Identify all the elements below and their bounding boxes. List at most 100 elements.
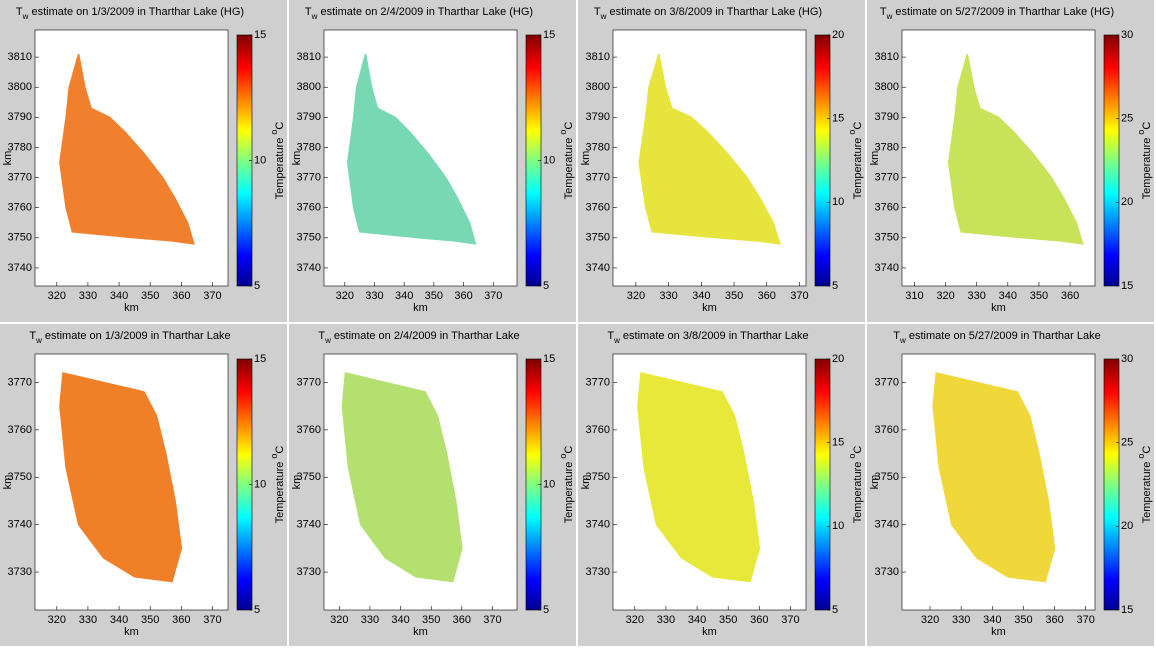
y-axis-label: km xyxy=(291,151,303,166)
x-tick-label: 340 xyxy=(688,614,706,626)
x-tick-label: 320 xyxy=(626,614,644,626)
colorbar-tick-label: 20 xyxy=(1121,196,1133,208)
colorbar-tick-label: 10 xyxy=(543,478,555,490)
title-part: estimate on 1/3/2009 in Tharthar Lake (H… xyxy=(28,6,244,18)
x-tick-label: 360 xyxy=(1061,290,1079,302)
y-tick-label: 3810 xyxy=(586,51,610,63)
x-tick-label: 350 xyxy=(422,614,440,626)
panel: 320 330 340 350 360 370 3740 3750 3760 3770 3780 37… xyxy=(289,0,576,322)
colorbar-tick-label: 25 xyxy=(1121,437,1133,449)
y-axis-label: km xyxy=(291,475,303,490)
colorbar-label-part: C xyxy=(563,122,575,130)
lake xyxy=(341,372,463,583)
panel: 320 330 340 350 360 370 3730 3740 3750 3760 3770 km… xyxy=(289,324,576,646)
panel: 320 330 340 350 360 370 3730 3740 3750 3760 3770 km… xyxy=(867,324,1154,646)
title-part: estimate on 3/8/2009 in Tharthar Lake (H… xyxy=(606,6,822,18)
chart-title: Tw estimate on 2/4/2009 in Tharthar Lake xyxy=(318,330,519,345)
title-part: T xyxy=(880,6,887,18)
x-axis-label: km xyxy=(413,626,428,638)
x-tick-label: 340 xyxy=(692,290,710,302)
y-tick-label: 3770 xyxy=(8,171,32,183)
x-tick-label: 330 xyxy=(952,614,970,626)
y-tick-label: 3780 xyxy=(586,141,610,153)
colorbar-label-part: C xyxy=(852,446,864,454)
colorbar-tick-label: 15 xyxy=(254,353,266,365)
colorbar-label-part: Temperature xyxy=(274,135,286,200)
x-tick-label: 320 xyxy=(921,614,939,626)
y-tick-label: 3760 xyxy=(586,202,610,214)
x-tick-label: 320 xyxy=(48,614,66,626)
colorbar-tick-label: 25 xyxy=(1121,113,1133,125)
y-tick-label: 3770 xyxy=(875,171,899,183)
colorbar-tick-label: 10 xyxy=(254,154,266,166)
colorbar-label-part: o xyxy=(558,454,568,459)
x-tick-label: 330 xyxy=(657,614,675,626)
y-tick-label: 3800 xyxy=(297,81,321,93)
colorbar-tick-label: 15 xyxy=(254,29,266,41)
y-tick-label: 3770 xyxy=(297,376,321,388)
y-tick-label: 3750 xyxy=(586,232,610,244)
title-part: w xyxy=(35,336,42,345)
colorbar-label-part: Temperature xyxy=(274,459,286,524)
colorbar-label-part: o xyxy=(269,130,279,135)
x-tick-label: 350 xyxy=(141,614,159,626)
chart-title: Tw estimate on 2/4/2009 in Tharthar Lake… xyxy=(305,6,533,21)
y-tick-label: 3730 xyxy=(586,566,610,578)
x-tick-label: 320 xyxy=(336,290,354,302)
x-tick-label: 340 xyxy=(110,614,128,626)
colorbar-label-part: o xyxy=(847,130,857,135)
colorbar-tick-label: 10 xyxy=(543,154,555,166)
colorbar-tick-label: 20 xyxy=(1121,520,1133,532)
y-axis-label: km xyxy=(2,475,14,490)
y-tick-label: 3760 xyxy=(586,424,610,436)
lake xyxy=(59,372,183,583)
y-tick-label: 3780 xyxy=(297,141,321,153)
lake xyxy=(59,53,195,245)
x-tick-label: 320 xyxy=(627,290,645,302)
x-tick-label: 350 xyxy=(1014,614,1032,626)
title-part: T xyxy=(29,330,36,342)
title-part: estimate on 5/27/2009 in Tharthar Lake (… xyxy=(892,6,1114,18)
title-part: w xyxy=(22,12,29,21)
colorbar-tick-label: 15 xyxy=(832,113,844,125)
title-part: w xyxy=(311,12,318,21)
colorbar-tick-label: 5 xyxy=(254,280,260,292)
colorbar-label: Temperature oC xyxy=(558,446,575,524)
title-part: estimate on 2/4/2009 in Tharthar Lake (H… xyxy=(317,6,533,18)
y-tick-label: 3790 xyxy=(297,111,321,123)
x-tick-label: 340 xyxy=(391,614,409,626)
chart-title: Tw estimate on 5/27/2009 in Tharthar Lak… xyxy=(880,6,1114,21)
colorbar-label-part: Temperature xyxy=(563,135,575,200)
y-axis-label: km xyxy=(869,151,881,166)
colorbar-tick-label: 5 xyxy=(832,280,838,292)
y-tick-label: 3790 xyxy=(586,111,610,123)
title-part: w xyxy=(324,336,331,345)
colorbar-tick-label: 15 xyxy=(543,353,555,365)
y-tick-label: 3750 xyxy=(297,232,321,244)
y-tick-label: 3760 xyxy=(297,424,321,436)
colorbar-tick-label: 20 xyxy=(832,353,844,365)
y-tick-label: 3760 xyxy=(875,424,899,436)
title-part: estimate on 1/3/2009 in Tharthar Lake xyxy=(42,330,231,342)
colorbar-tick-label: 20 xyxy=(832,29,844,41)
y-tick-label: 3740 xyxy=(586,519,610,531)
colorbar-label: Temperature oC xyxy=(847,122,864,200)
x-tick-label: 330 xyxy=(659,290,677,302)
y-tick-label: 3770 xyxy=(586,171,610,183)
x-tick-label: 370 xyxy=(484,290,502,302)
lake xyxy=(346,53,477,245)
x-axis-label: km xyxy=(991,302,1006,314)
x-tick-label: 360 xyxy=(1045,614,1063,626)
y-tick-label: 3770 xyxy=(8,376,32,388)
colorbar xyxy=(814,358,831,611)
x-tick-label: 370 xyxy=(1076,614,1094,626)
colorbar-tick-label: 15 xyxy=(543,29,555,41)
x-axis-label: km xyxy=(702,626,717,638)
colorbar-label: Temperature oC xyxy=(269,122,286,200)
chart-title: Tw estimate on 3/8/2009 in Tharthar Lake xyxy=(607,330,808,345)
colorbar-label-part: o xyxy=(847,454,857,459)
y-tick-label: 3800 xyxy=(8,81,32,93)
x-tick-label: 360 xyxy=(758,290,776,302)
y-tick-label: 3730 xyxy=(297,566,321,578)
